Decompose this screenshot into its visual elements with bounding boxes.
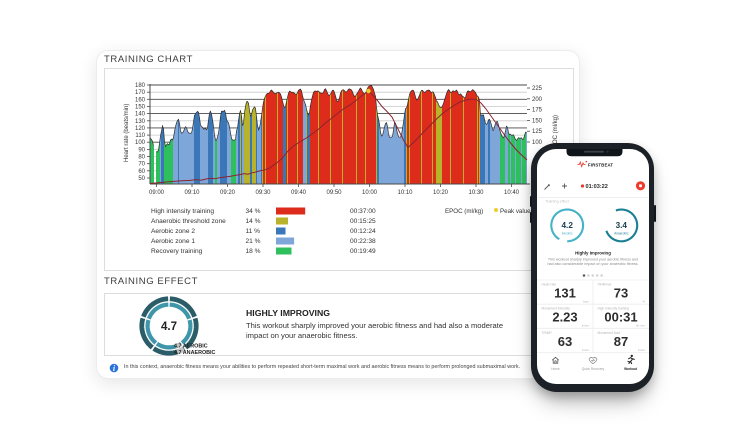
svg-text:Recovery training: Recovery training xyxy=(151,248,203,255)
svg-text:This workout sharply improved: This workout sharply improved your aerob… xyxy=(547,257,637,261)
svg-text:00:37:00: 00:37:00 xyxy=(350,208,376,215)
svg-text:10:20: 10:20 xyxy=(433,190,449,196)
svg-text:Movement load: Movement load xyxy=(597,330,620,334)
svg-text:Aerobic: Aerobic xyxy=(561,231,572,235)
svg-text:09:00: 09:00 xyxy=(149,190,165,196)
svg-text:TRIMP: TRIMP xyxy=(541,330,552,334)
svg-text:130: 130 xyxy=(135,119,146,125)
svg-text:Quick Recovery: Quick Recovery xyxy=(581,366,604,370)
svg-text:150: 150 xyxy=(532,118,543,124)
svg-text:Aerobic zone 2: Aerobic zone 2 xyxy=(151,228,195,235)
svg-text:Heart rate: Heart rate xyxy=(541,282,556,286)
svg-text:60: 60 xyxy=(138,169,145,175)
svg-text:index: index xyxy=(637,347,645,351)
svg-text:%HRmax: %HRmax xyxy=(597,282,611,286)
svg-text:index: index xyxy=(581,323,589,327)
svg-text:09:30: 09:30 xyxy=(255,190,271,196)
svg-text:4.2: 4.2 xyxy=(561,221,573,230)
svg-text:10:10: 10:10 xyxy=(397,190,413,196)
svg-text:21 %: 21 % xyxy=(246,238,261,245)
svg-text:100: 100 xyxy=(532,140,543,146)
svg-text:00:31: 00:31 xyxy=(604,309,637,324)
svg-text:00:12:24: 00:12:24 xyxy=(350,228,376,235)
svg-text:Aerobic zone 1: Aerobic zone 1 xyxy=(151,238,195,245)
svg-text:09:50: 09:50 xyxy=(326,190,342,196)
svg-text:90: 90 xyxy=(138,147,145,153)
svg-text:11 %: 11 % xyxy=(246,228,261,235)
svg-text:Movement intensity: Movement intensity xyxy=(541,306,570,310)
svg-text:175: 175 xyxy=(532,108,543,114)
svg-text:200: 200 xyxy=(532,97,543,103)
svg-text:High intensity training: High intensity training xyxy=(597,306,629,310)
svg-text:Home: Home xyxy=(551,366,560,370)
svg-text:125: 125 xyxy=(532,129,543,135)
svg-text:10:30: 10:30 xyxy=(468,190,484,196)
svg-text:110: 110 xyxy=(135,133,145,139)
svg-text:120: 120 xyxy=(135,126,146,132)
svg-text:hh:mm: hh:mm xyxy=(635,323,645,327)
svg-text:FIRSTBEAT: FIRSTBEAT xyxy=(588,162,613,167)
svg-text:63: 63 xyxy=(557,333,571,348)
svg-text:150: 150 xyxy=(135,105,146,111)
svg-text:bpm: bpm xyxy=(583,299,589,303)
svg-text:%: % xyxy=(642,299,645,303)
svg-text:4.7 AEROBIC: 4.7 AEROBIC xyxy=(174,344,208,350)
svg-text:70: 70 xyxy=(138,162,145,168)
svg-text:18 %: 18 % xyxy=(246,248,261,255)
svg-text:00:22:38: 00:22:38 xyxy=(350,238,376,245)
svg-text:09:20: 09:20 xyxy=(220,190,236,196)
svg-text:Training effect: Training effect xyxy=(545,199,570,203)
svg-text:4.7 ANAEROBIC: 4.7 ANAEROBIC xyxy=(174,350,216,356)
svg-text:100: 100 xyxy=(135,140,146,146)
svg-text:index: index xyxy=(581,347,589,351)
svg-text:Anaerobic threshold zone: Anaerobic threshold zone xyxy=(151,218,226,225)
svg-text:80: 80 xyxy=(138,155,145,161)
svg-text:50: 50 xyxy=(138,176,145,182)
svg-text:Highly Improving: Highly Improving xyxy=(575,250,611,255)
svg-text:00:19:49: 00:19:49 xyxy=(350,248,376,255)
svg-text:00:15:25: 00:15:25 xyxy=(350,218,376,225)
svg-text:Heart rate (beats/min): Heart rate (beats/min) xyxy=(124,104,130,162)
svg-text:EPOC (ml/kg): EPOC (ml/kg) xyxy=(445,208,483,215)
svg-text:225: 225 xyxy=(532,86,543,92)
svg-text:09:40: 09:40 xyxy=(291,190,307,196)
svg-text:Workout: Workout xyxy=(624,366,638,370)
svg-text:73: 73 xyxy=(613,285,627,300)
svg-text:160: 160 xyxy=(135,97,146,103)
svg-text:09:10: 09:10 xyxy=(184,190,200,196)
svg-text:140: 140 xyxy=(135,112,146,118)
svg-text:180: 180 xyxy=(135,83,146,89)
svg-text:Anaerobic: Anaerobic xyxy=(614,231,629,235)
svg-text:2.23: 2.23 xyxy=(552,309,577,324)
svg-text:87: 87 xyxy=(613,333,627,348)
svg-text:14 %: 14 % xyxy=(246,218,261,225)
svg-text:10:00: 10:00 xyxy=(362,190,378,196)
svg-text:34 %: 34 % xyxy=(246,208,261,215)
svg-text:10:40: 10:40 xyxy=(504,190,520,196)
svg-text:Peak value: Peak value xyxy=(500,208,531,215)
svg-text:01:03:22: 01:03:22 xyxy=(585,184,607,190)
svg-text:131: 131 xyxy=(554,285,576,300)
svg-text:High intensity training: High intensity training xyxy=(151,208,214,215)
svg-text:EPOC (ml/kg): EPOC (ml/kg) xyxy=(553,115,559,152)
svg-text:had also considerable impact o: had also considerable impact on your ana… xyxy=(547,262,638,266)
svg-text:3.4: 3.4 xyxy=(615,221,627,230)
svg-text:170: 170 xyxy=(135,90,146,96)
svg-text:i: i xyxy=(113,364,116,373)
svg-text:4.7: 4.7 xyxy=(161,321,177,333)
